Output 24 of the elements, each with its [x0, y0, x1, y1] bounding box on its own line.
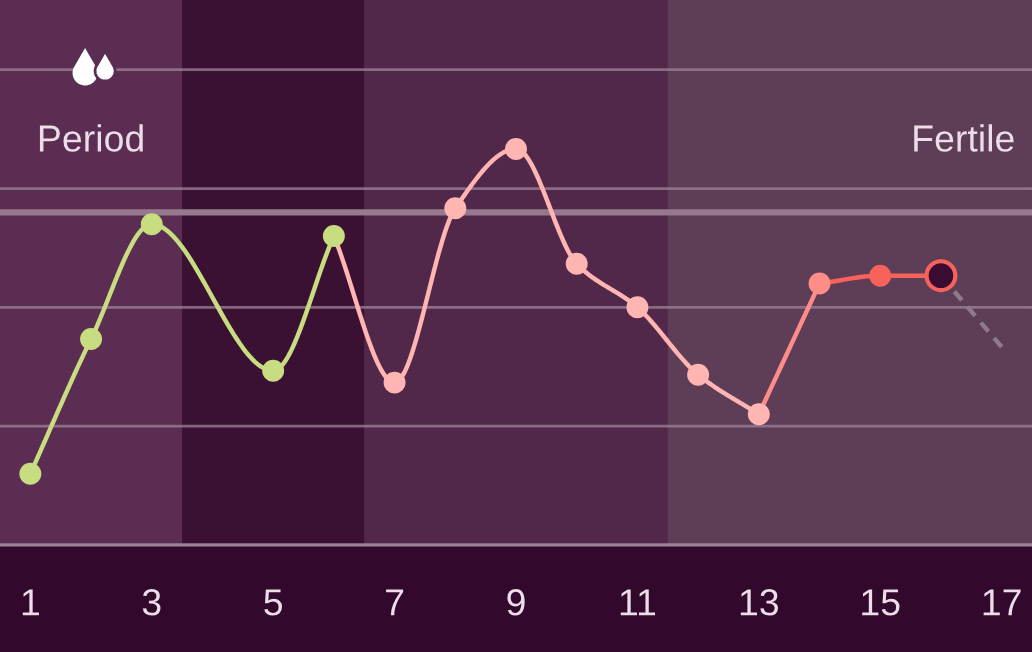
x-tick-label: 13	[740, 589, 779, 616]
point	[444, 197, 467, 220]
x-tick-label: 3	[142, 589, 161, 616]
point	[140, 213, 163, 236]
band-label: Period	[39, 124, 143, 152]
point	[383, 371, 406, 394]
x-tick-label: 11	[620, 589, 656, 616]
point	[19, 462, 42, 485]
point	[505, 137, 527, 160]
x-tick-label: 15	[862, 589, 900, 616]
point	[808, 272, 831, 295]
point	[687, 363, 710, 386]
band-label: Fertile	[914, 124, 1014, 152]
x-tick-label: 17	[983, 589, 1021, 616]
point	[626, 296, 649, 319]
point	[322, 225, 345, 248]
point	[747, 403, 770, 426]
x-tick-label: 9	[507, 589, 525, 616]
x-tick-label: 5	[264, 589, 283, 616]
point	[262, 359, 285, 382]
point	[80, 328, 103, 351]
x-tick-label: 7	[386, 589, 404, 616]
x-tick-label: 1	[22, 589, 39, 616]
point	[565, 252, 588, 275]
